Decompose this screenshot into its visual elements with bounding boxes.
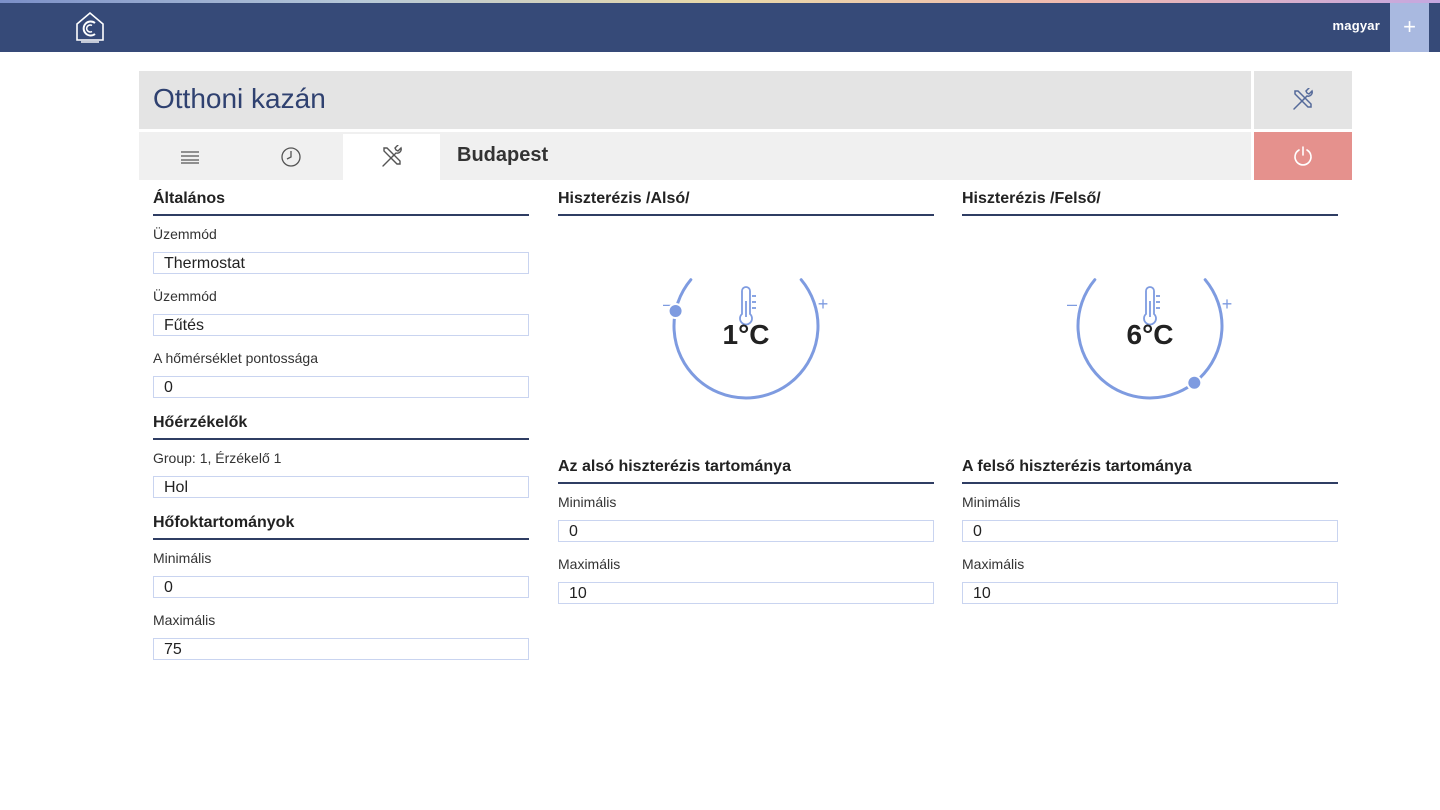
mode-label: Üzemmód — [153, 226, 217, 242]
device-location: Budapest — [457, 144, 549, 166]
upper-min-field[interactable]: 0 — [962, 520, 1338, 542]
increase-icon[interactable]: + — [818, 294, 829, 314]
home-logo-icon[interactable] — [74, 10, 106, 44]
power-button[interactable] — [1254, 132, 1352, 180]
lower-max-field[interactable]: 10 — [558, 582, 934, 604]
sensor-field[interactable]: Hol — [153, 476, 529, 498]
language-selector[interactable]: magyar — [1332, 18, 1380, 33]
min-label: Minimális — [153, 550, 212, 566]
settings-tools-button[interactable] — [1254, 71, 1352, 129]
decrease-icon[interactable]: – — [1067, 294, 1077, 314]
decrease-icon[interactable]: – — [663, 294, 673, 314]
power-icon — [1294, 146, 1312, 166]
accuracy-field[interactable]: 0 — [153, 376, 529, 398]
device-header: Otthoni kazán — [139, 71, 1251, 129]
dial-knob[interactable] — [667, 303, 684, 320]
accuracy-label: A hőmérséklet pontossága — [153, 350, 318, 366]
max-label: Maximális — [558, 556, 621, 572]
lower-hysteresis-column: Hiszterézis /Alsó/ – + 1°C Az alsó hiszt… — [558, 188, 934, 618]
max-label: Maximális — [153, 612, 216, 628]
top-bar: magyar + — [0, 0, 1440, 52]
page-title: Otthoni kazán — [153, 83, 326, 114]
increase-icon[interactable]: + — [1222, 294, 1233, 314]
general-column: Általános Üzemmód Thermostat Üzemmód Fűt… — [153, 188, 529, 674]
min-label: Minimális — [962, 494, 1021, 510]
max-temp-field[interactable]: 75 — [153, 638, 529, 660]
upper-hysteresis-dial[interactable]: – + 6°C — [962, 226, 1338, 416]
mode-label-2: Üzemmód — [153, 288, 217, 304]
upper-range-heading: A felső hiszterézis tartománya — [962, 456, 1338, 484]
heating-mode-field[interactable]: Fűtés — [153, 314, 529, 336]
clock-icon — [280, 147, 301, 167]
tab-schedule[interactable] — [242, 134, 339, 180]
min-label: Minimális — [558, 494, 617, 510]
tools-icon — [381, 145, 402, 167]
sensors-heading: Hőérzékelők — [153, 412, 529, 440]
tools-icon — [1293, 88, 1313, 110]
lower-range-heading: Az alsó hiszterézis tartománya — [558, 456, 934, 484]
dial-arc — [1076, 278, 1224, 400]
top-accent-stripe — [0, 0, 1440, 3]
dial-arc — [672, 278, 820, 400]
tab-list[interactable] — [141, 134, 238, 180]
list-icon — [180, 151, 199, 164]
max-label: Maximális — [962, 556, 1025, 572]
sensor-label: Group: 1, Érzékelő 1 — [153, 450, 282, 466]
mode-field[interactable]: Thermostat — [153, 252, 529, 274]
tab-bar: Budapest — [139, 132, 1251, 180]
tab-settings[interactable] — [343, 134, 440, 180]
add-button[interactable]: + — [1390, 3, 1429, 52]
lower-hysteresis-heading: Hiszterézis /Alsó/ — [558, 188, 934, 216]
dial-knob[interactable] — [1186, 374, 1203, 391]
upper-hysteresis-heading: Hiszterézis /Felső/ — [962, 188, 1338, 216]
upper-hysteresis-column: Hiszterézis /Felső/ – + 6°C A felső hisz… — [962, 188, 1338, 618]
lower-hysteresis-dial[interactable]: – + 1°C — [558, 226, 934, 416]
upper-hysteresis-value: 6°C — [1126, 319, 1174, 350]
general-heading: Általános — [153, 188, 529, 216]
upper-max-field[interactable]: 10 — [962, 582, 1338, 604]
lower-hysteresis-value: 1°C — [722, 319, 770, 350]
lower-min-field[interactable]: 0 — [558, 520, 934, 542]
thermometer-icon — [739, 286, 756, 326]
min-temp-field[interactable]: 0 — [153, 576, 529, 598]
thermometer-icon — [1143, 286, 1160, 326]
temp-ranges-heading: Hőfoktartományok — [153, 512, 529, 540]
